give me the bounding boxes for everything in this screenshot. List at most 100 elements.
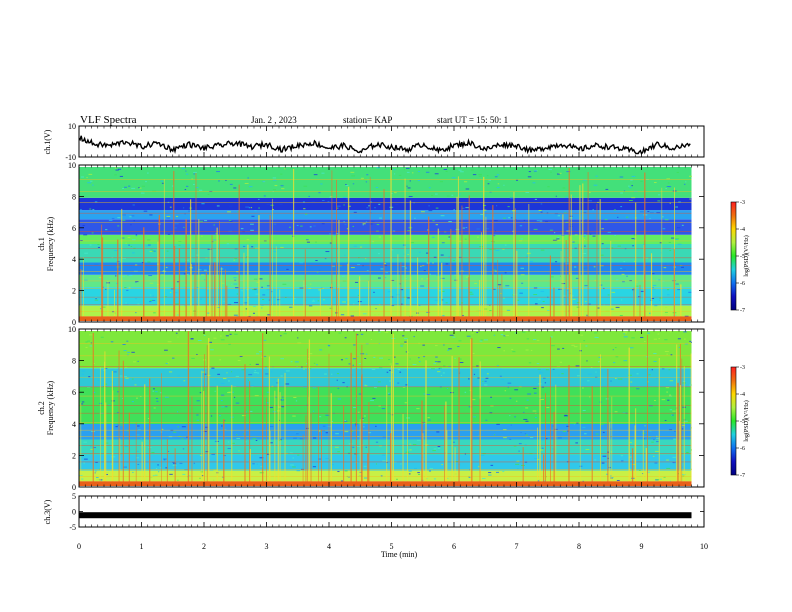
spectrogram-speckle	[575, 365, 580, 367]
spectrogram-speckle	[464, 181, 468, 183]
spectrogram-speckle	[496, 187, 500, 189]
spectrogram-speckle	[525, 349, 529, 351]
spectrogram-speckle	[348, 363, 351, 365]
x-tick-label: 8	[577, 542, 581, 551]
spectrogram-speckle	[274, 185, 278, 187]
spectrogram-speckle	[436, 431, 440, 433]
spectrogram-speckle	[328, 345, 331, 347]
spectrogram-speckle	[299, 438, 304, 440]
x-tick-label: 10	[700, 542, 708, 551]
spectrogram-speckle	[480, 454, 485, 456]
spectrogram-speckle	[149, 282, 154, 284]
spectrogram-speckle	[602, 455, 607, 457]
low-frequency-band	[79, 316, 692, 321]
spectrogram-speckle	[445, 302, 448, 304]
spectrogram-speckle	[588, 200, 592, 202]
spectrogram-speckle	[364, 385, 368, 387]
spectrogram-speckle	[151, 452, 155, 454]
spectrogram-speckle	[351, 175, 356, 177]
spectrogram-speckle	[344, 419, 346, 421]
spectrogram-speckle	[582, 409, 586, 411]
spectrogram-speckle	[432, 220, 435, 222]
spectrogram-speckle	[293, 437, 297, 439]
spectrogram-speckle	[256, 353, 260, 355]
spectrogram-speckle	[656, 441, 659, 443]
spectrogram-speckle	[272, 189, 277, 191]
spectrogram-speckle	[230, 371, 233, 373]
spectrogram-speckle	[493, 269, 497, 271]
spectrogram-speckle	[286, 268, 289, 270]
ch3-waveform-line	[79, 512, 692, 519]
spectrogram-speckle	[317, 271, 319, 273]
spectrogram-speckle	[149, 214, 153, 216]
spectrogram-speckle	[552, 448, 554, 450]
spectrogram-speckle	[523, 418, 528, 420]
spectrogram-speckle	[589, 396, 591, 398]
spectrogram-speckle	[341, 275, 345, 277]
spectrogram-speckle	[653, 338, 658, 340]
spectrogram-speckle	[545, 221, 548, 223]
spectrogram-speckle	[674, 430, 676, 432]
spectrogram-speckle	[520, 432, 522, 434]
spectrogram-speckle	[489, 310, 492, 312]
spectrogram-speckle	[420, 265, 422, 267]
spectrogram-speckle	[158, 471, 160, 473]
spectrogram-speckle	[131, 378, 134, 380]
spectrogram-speckle	[497, 284, 502, 286]
spectrogram-speckle	[503, 335, 506, 337]
spectrogram-speckle	[234, 258, 238, 260]
spectrogram-speckle	[656, 212, 661, 214]
spectrogram-speckle	[615, 279, 619, 281]
spectrogram-speckle	[621, 299, 623, 301]
spectrogram-speckle	[433, 363, 437, 365]
spectrogram-speckle	[584, 433, 587, 435]
spectrogram-speckle	[308, 353, 313, 355]
spectrogram-speckle	[168, 371, 173, 373]
spectrogram-speckle	[583, 239, 586, 241]
spectrogram-speckle	[159, 467, 162, 469]
spectrogram-speckle	[148, 275, 153, 277]
spectrogram-speckle	[448, 256, 452, 258]
spectrogram-speckle	[312, 410, 315, 412]
spectrogram-speckle	[435, 207, 439, 209]
spectrogram-speckle	[132, 471, 134, 473]
spectrogram-speckle	[167, 233, 171, 235]
spectrogram-speckle	[503, 184, 505, 186]
spectrogram-speckle	[390, 414, 394, 416]
spectrogram-speckle	[485, 228, 490, 230]
spectrogram-speckle	[227, 211, 231, 213]
svg-text:Frequency (kHz): Frequency (kHz)	[46, 380, 55, 435]
spectrogram-speckle	[241, 369, 245, 371]
spectrogram-speckle	[96, 479, 100, 481]
spectrogram-speckle	[465, 207, 470, 209]
spectrogram-speckle	[469, 477, 471, 479]
spectrogram-speckle	[255, 293, 259, 295]
spectrogram-speckle	[248, 374, 253, 376]
spectrogram-speckle	[173, 462, 177, 464]
spectrogram-speckle	[586, 360, 588, 362]
spectrogram-speckle	[440, 215, 445, 217]
spectrogram-speckle	[407, 297, 411, 299]
y-tick-label: 10	[68, 325, 76, 334]
spectrogram-speckle	[631, 175, 636, 177]
spectrogram-speckle	[667, 294, 670, 296]
spectrogram-speckle	[93, 391, 96, 393]
spectrogram-speckle	[257, 198, 260, 200]
spectrogram-speckle	[368, 205, 371, 207]
spectrogram-speckle	[235, 402, 240, 404]
spectrogram-speckle	[397, 382, 400, 384]
spectrogram-speckle	[289, 452, 293, 454]
spectrogram-speckle	[677, 243, 682, 245]
spectrogram-speckle	[555, 195, 557, 197]
spectrogram-speckle	[605, 188, 609, 190]
spectrogram-speckle	[512, 351, 516, 353]
spectrogram-speckle	[668, 241, 671, 243]
spectrogram-speckle	[521, 282, 524, 284]
spectrogram-speckle	[623, 190, 626, 192]
spectrogram-speckle	[262, 298, 265, 300]
spectrogram-speckle	[440, 254, 444, 256]
spectrogram-speckle	[439, 181, 443, 183]
spectrogram-speckle	[399, 371, 402, 373]
spectrogram-speckle	[665, 188, 667, 190]
spectrogram-speckle	[229, 220, 233, 222]
